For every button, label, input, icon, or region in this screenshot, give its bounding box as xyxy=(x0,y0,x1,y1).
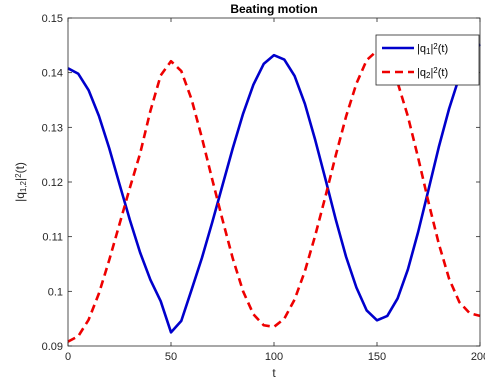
legend: |q1|2(t) |q2|2(t) xyxy=(376,35,479,85)
legend-label-1: |q1|2(t) xyxy=(417,42,448,57)
y-tick-label: 0.11 xyxy=(42,232,63,244)
x-tick-label: 100 xyxy=(265,351,283,363)
legend-label-2: |q2|2(t) xyxy=(417,66,448,81)
y-tick-label: 0.1 xyxy=(48,286,63,298)
y-tick-label: 0.15 xyxy=(42,13,63,25)
y-tick-label: 0.13 xyxy=(42,122,63,134)
y-tick-label: 0.14 xyxy=(42,68,63,80)
svg-text:|q1,2|2(t): |q1,2|2(t) xyxy=(13,162,28,202)
y-tick-label: 0.12 xyxy=(42,177,63,189)
x-axis-label: t xyxy=(272,366,276,380)
x-tick-label: 200 xyxy=(471,351,485,363)
x-tick-label: 0 xyxy=(65,351,71,363)
chart-title: Beating motion xyxy=(230,2,317,16)
x-tick-label: 150 xyxy=(368,351,386,363)
y-tick-label: 0.09 xyxy=(42,341,63,353)
x-tick-label: 50 xyxy=(165,351,177,363)
y-axis-label: |q1,2|2(t) xyxy=(13,162,28,202)
